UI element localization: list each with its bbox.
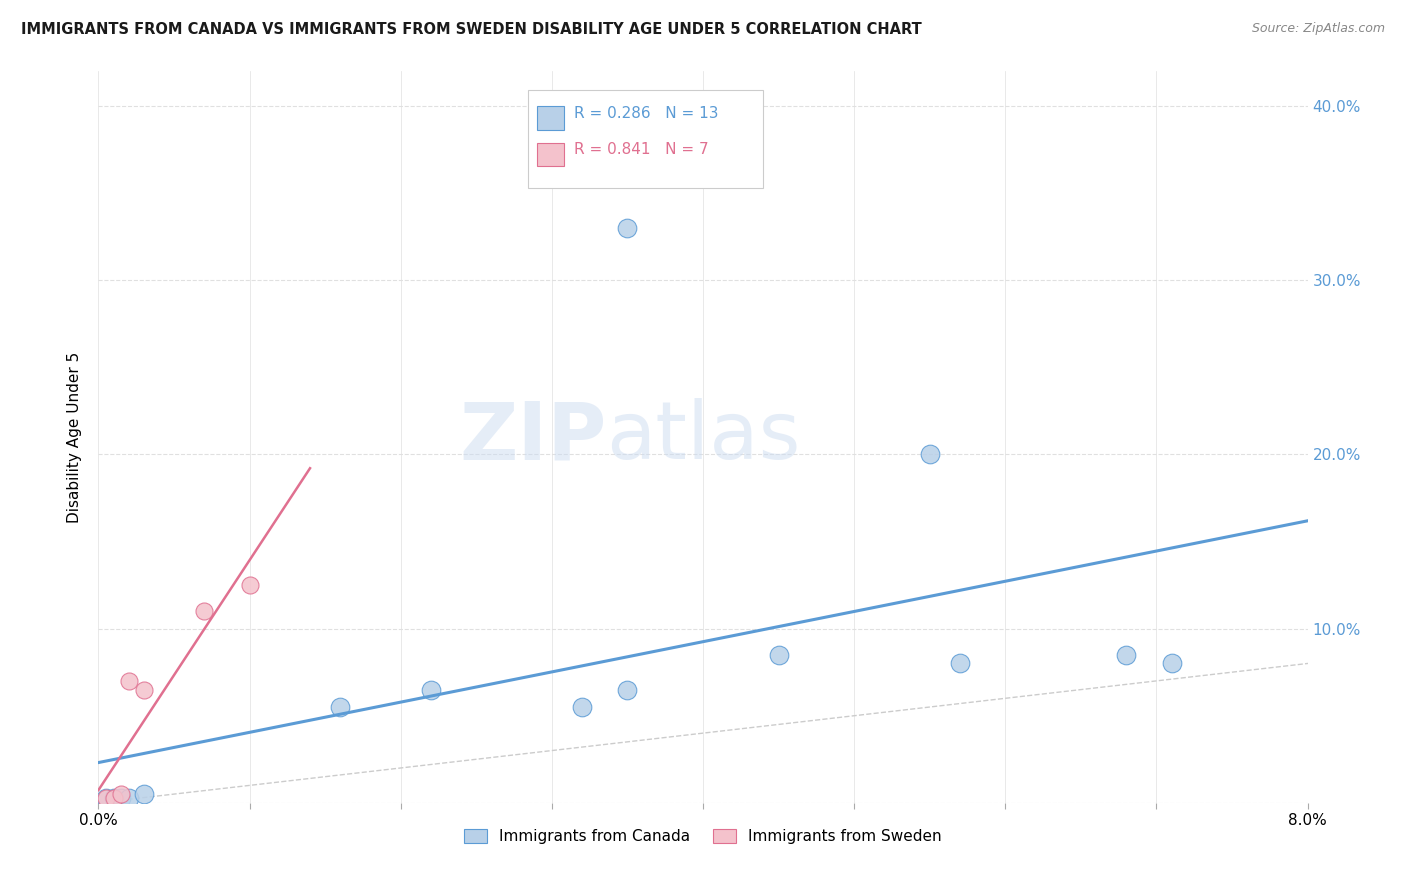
Point [103,790,125,805]
Point [1115,648,1137,662]
Point [110,787,132,801]
Point [1160,657,1182,671]
Y-axis label: Disability Age Under 5: Disability Age Under 5 [67,351,83,523]
Point [118,790,141,805]
Point [132,787,155,801]
Text: IMMIGRANTS FROM CANADA VS IMMIGRANTS FROM SWEDEN DISABILITY AGE UNDER 5 CORRELAT: IMMIGRANTS FROM CANADA VS IMMIGRANTS FRO… [21,22,922,37]
Text: Source: ZipAtlas.com: Source: ZipAtlas.com [1251,22,1385,36]
Point [239,578,262,592]
Point [571,700,593,714]
Point [110,790,132,805]
Point [94,790,117,805]
Text: R = 0.286   N = 13: R = 0.286 N = 13 [574,105,718,120]
Point [420,682,443,697]
Point [103,790,125,805]
Point [132,682,155,697]
Text: atlas: atlas [606,398,800,476]
Point [616,221,638,235]
Point [118,673,141,688]
Text: ZIP: ZIP [458,398,606,476]
Point [329,700,352,714]
Point [616,682,638,697]
Text: R = 0.841   N = 7: R = 0.841 N = 7 [574,142,709,157]
Point [949,657,972,671]
Point [768,648,790,662]
Point [94,790,117,805]
Legend: Immigrants from Canada, Immigrants from Sweden: Immigrants from Canada, Immigrants from … [458,822,948,850]
Point [193,604,215,618]
Point [918,448,941,462]
FancyBboxPatch shape [527,90,763,188]
FancyBboxPatch shape [537,106,564,130]
FancyBboxPatch shape [537,143,564,167]
